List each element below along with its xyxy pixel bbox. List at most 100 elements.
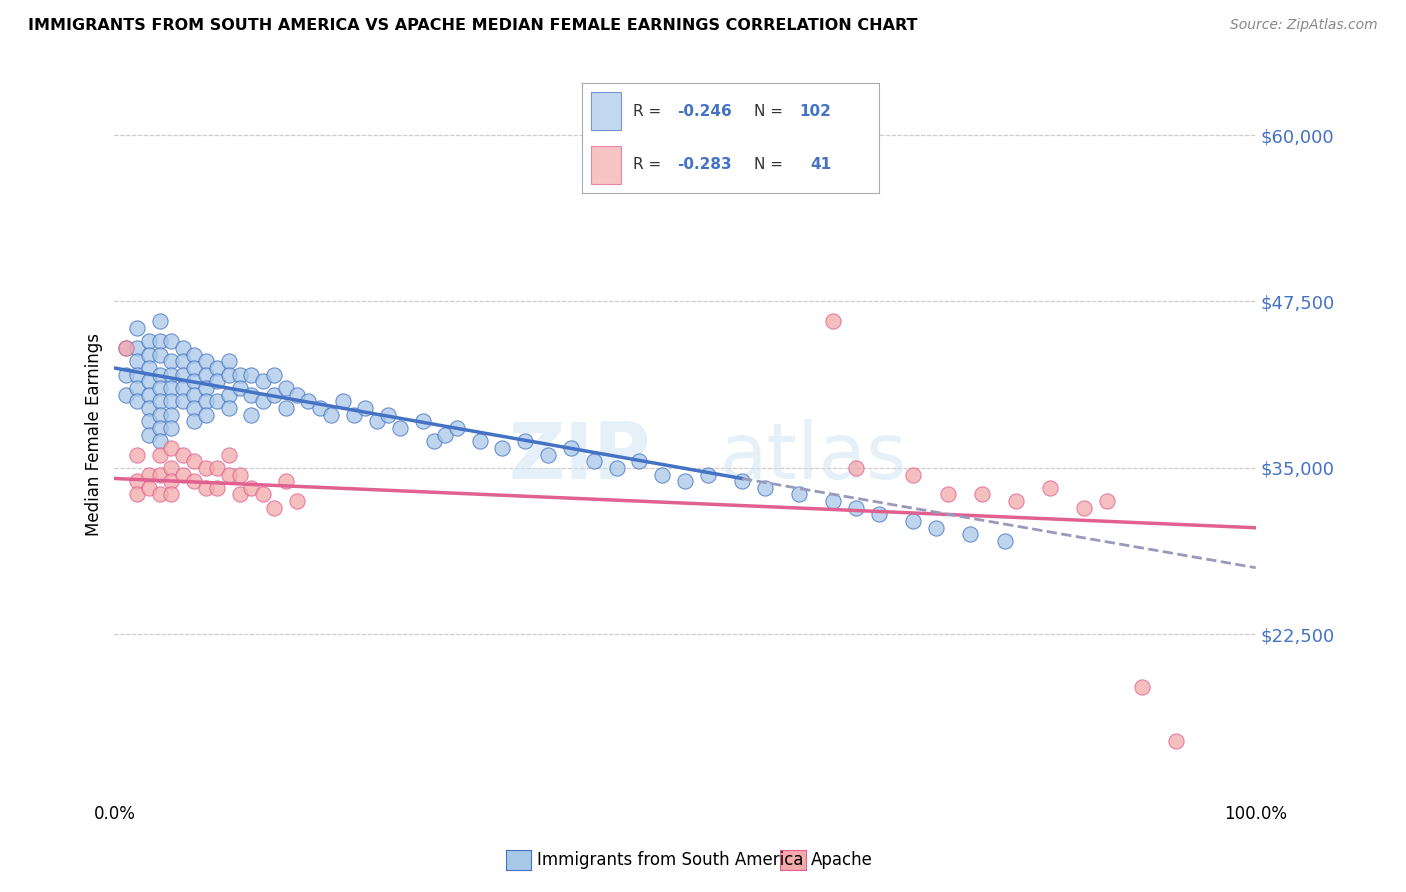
- Point: [127, 368, 149, 382]
- Point: [274, 474, 297, 488]
- Point: [205, 374, 228, 388]
- Point: [308, 401, 330, 415]
- Text: Immigrants from South America: Immigrants from South America: [537, 851, 804, 869]
- Point: [731, 474, 754, 488]
- Point: [823, 314, 845, 328]
- Point: [606, 460, 628, 475]
- Point: [205, 361, 228, 376]
- Point: [183, 401, 205, 415]
- Point: [823, 494, 845, 508]
- Point: [194, 481, 217, 495]
- Point: [252, 374, 274, 388]
- Point: [127, 394, 149, 409]
- Point: [343, 408, 366, 422]
- Point: [845, 500, 868, 515]
- Point: [172, 354, 194, 368]
- Point: [240, 481, 263, 495]
- Point: [149, 408, 172, 422]
- Point: [160, 487, 183, 501]
- Point: [696, 467, 718, 482]
- Point: [297, 394, 319, 409]
- Point: [240, 368, 263, 382]
- Point: [127, 341, 149, 355]
- Point: [149, 448, 172, 462]
- Point: [194, 354, 217, 368]
- Point: [388, 421, 411, 435]
- Point: [274, 401, 297, 415]
- Point: [970, 487, 993, 501]
- Point: [1039, 481, 1062, 495]
- Point: [321, 408, 343, 422]
- Point: [252, 394, 274, 409]
- Text: Apache: Apache: [811, 851, 873, 869]
- Point: [491, 441, 513, 455]
- Point: [194, 394, 217, 409]
- Point: [285, 494, 308, 508]
- Point: [127, 381, 149, 395]
- Point: [160, 368, 183, 382]
- Point: [160, 474, 183, 488]
- Point: [959, 527, 981, 541]
- Y-axis label: Median Female Earnings: Median Female Earnings: [86, 333, 103, 536]
- Point: [229, 487, 252, 501]
- Point: [149, 394, 172, 409]
- Point: [845, 460, 868, 475]
- Point: [285, 387, 308, 401]
- Point: [160, 460, 183, 475]
- Point: [160, 421, 183, 435]
- Point: [160, 394, 183, 409]
- Point: [138, 467, 160, 482]
- Point: [412, 414, 434, 428]
- Point: [1005, 494, 1028, 508]
- Point: [240, 387, 263, 401]
- Point: [205, 460, 228, 475]
- Point: [138, 361, 160, 376]
- Point: [138, 481, 160, 495]
- Point: [673, 474, 696, 488]
- Point: [172, 394, 194, 409]
- Point: [218, 467, 240, 482]
- Point: [149, 334, 172, 349]
- Point: [651, 467, 673, 482]
- Point: [172, 448, 194, 462]
- Point: [149, 368, 172, 382]
- Point: [868, 508, 890, 522]
- Point: [218, 448, 240, 462]
- Point: [515, 434, 537, 449]
- Point: [423, 434, 446, 449]
- Point: [628, 454, 651, 468]
- Point: [936, 487, 959, 501]
- Point: [172, 341, 194, 355]
- Point: [903, 514, 925, 528]
- Text: atlas: atlas: [720, 418, 907, 494]
- Point: [138, 387, 160, 401]
- Point: [252, 487, 274, 501]
- Point: [114, 387, 136, 401]
- Point: [149, 421, 172, 435]
- Point: [925, 521, 948, 535]
- Point: [127, 321, 149, 335]
- Point: [468, 434, 491, 449]
- Point: [263, 387, 285, 401]
- Point: [194, 381, 217, 395]
- Point: [114, 368, 136, 382]
- Point: [149, 467, 172, 482]
- Point: [149, 381, 172, 395]
- Point: [149, 348, 172, 362]
- Point: [172, 368, 194, 382]
- Text: IMMIGRANTS FROM SOUTH AMERICA VS APACHE MEDIAN FEMALE EARNINGS CORRELATION CHART: IMMIGRANTS FROM SOUTH AMERICA VS APACHE …: [28, 18, 918, 33]
- Point: [160, 334, 183, 349]
- Point: [114, 341, 136, 355]
- Point: [194, 460, 217, 475]
- Point: [160, 381, 183, 395]
- Point: [1164, 733, 1187, 747]
- Point: [434, 427, 457, 442]
- Point: [218, 387, 240, 401]
- Point: [183, 374, 205, 388]
- Point: [240, 408, 263, 422]
- Point: [366, 414, 388, 428]
- Point: [138, 414, 160, 428]
- Point: [138, 401, 160, 415]
- Point: [183, 474, 205, 488]
- Point: [1130, 681, 1153, 695]
